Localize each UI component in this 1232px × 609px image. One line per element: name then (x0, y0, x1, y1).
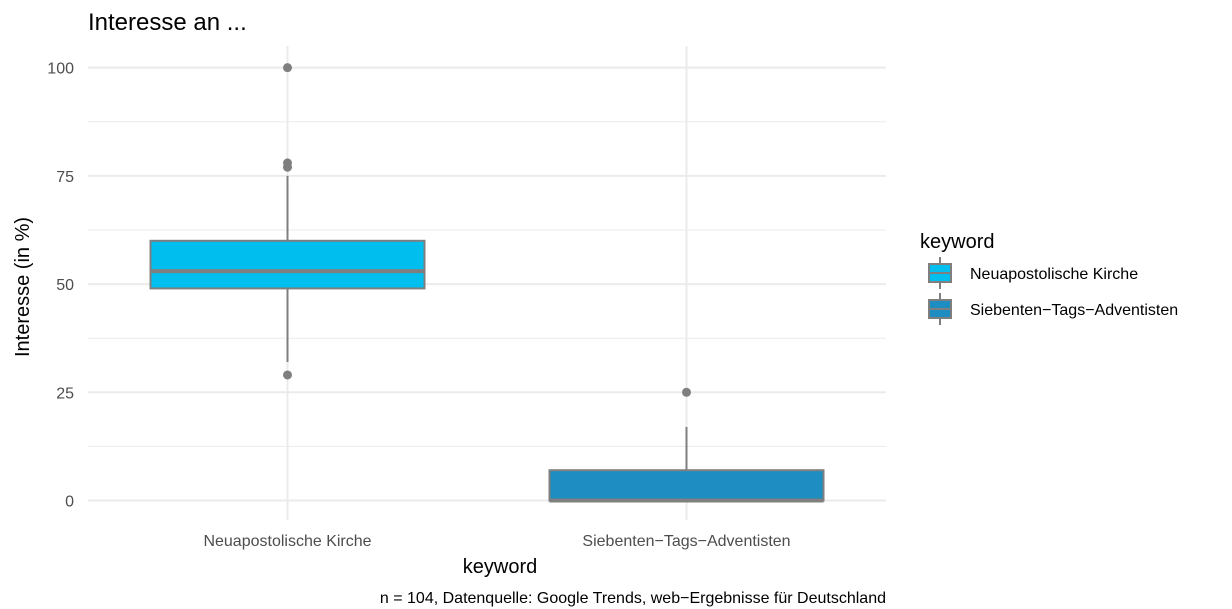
y-tick-label: 50 (56, 277, 74, 294)
boxes (149, 63, 825, 503)
y-axis-title: Interesse (in %) (12, 217, 34, 357)
outlier-point (283, 162, 292, 172)
outlier-point (682, 387, 691, 397)
y-tick-label: 0 (65, 494, 74, 511)
outlier-point (283, 63, 292, 73)
x-tick-label: Siebenten−Tags−Adventisten (582, 533, 790, 550)
y-axis-ticks: 0 25 50 75 100 (47, 61, 74, 511)
caption: n = 104, Datenquelle: Google Trends, web… (380, 590, 886, 607)
y-tick-label: 75 (56, 169, 74, 186)
legend-label: Siebenten−Tags−Adventisten (970, 302, 1178, 319)
box (548, 469, 825, 502)
chart-title: Interesse an ... (88, 9, 247, 36)
legend: keyword Neuapostolische Kirche Siebenten−… (920, 231, 1178, 325)
box (149, 239, 426, 290)
x-tick-label: Neuapostolische Kirche (203, 533, 371, 550)
legend-title: keyword (920, 231, 994, 253)
x-axis-ticks: Neuapostolische Kirche Siebenten−Tags−Adv… (203, 533, 790, 550)
x-axis-title: keyword (463, 556, 537, 578)
outlier-point (283, 370, 292, 380)
y-tick-label: 25 (56, 385, 74, 402)
y-tick-label: 100 (47, 61, 74, 78)
legend-label: Neuapostolische Kirche (970, 266, 1138, 283)
